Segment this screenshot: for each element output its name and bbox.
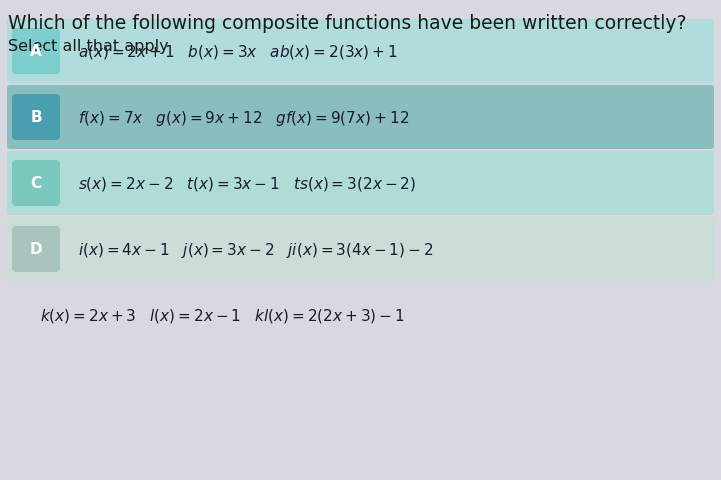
FancyBboxPatch shape — [7, 217, 714, 281]
FancyBboxPatch shape — [12, 95, 60, 141]
FancyBboxPatch shape — [12, 161, 60, 206]
Text: $s(x) = 2x - 2\;$  $t(x) = 3x - 1\;$  $ts(x) = 3(2x - 2)$: $s(x) = 2x - 2\;$ $t(x) = 3x - 1\;$ $ts(… — [78, 175, 416, 192]
Text: $i(x) = 4x - 1\;$  $j(x) = 3x - 2\;$  $ji(x) = 3(4x - 1) - 2$: $i(x) = 4x - 1\;$ $j(x) = 3x - 2\;$ $ji(… — [78, 240, 433, 259]
FancyBboxPatch shape — [12, 29, 60, 75]
Text: A: A — [30, 45, 42, 60]
Text: C: C — [30, 176, 42, 191]
Text: B: B — [30, 110, 42, 125]
FancyBboxPatch shape — [7, 152, 714, 216]
FancyBboxPatch shape — [12, 227, 60, 273]
Text: Which of the following composite functions have been written correctly?: Which of the following composite functio… — [8, 14, 686, 33]
Text: $k(x) = 2x + 3\;$  $l(x) = 2x - 1\;$  $kl(x) = 2(2x + 3) - 1$: $k(x) = 2x + 3\;$ $l(x) = 2x - 1\;$ $kl(… — [40, 306, 404, 324]
FancyBboxPatch shape — [7, 86, 714, 150]
Text: $a(x) = 2x + 1\;$  $b(x) = 3x\;$  $ab(x) = 2(3x) + 1$: $a(x) = 2x + 1\;$ $b(x) = 3x\;$ $ab(x) =… — [78, 43, 398, 61]
Text: Select all that apply: Select all that apply — [8, 39, 169, 54]
Text: D: D — [30, 242, 43, 257]
FancyBboxPatch shape — [7, 20, 714, 84]
Text: $f(x) = 7x\;$  $g(x) = 9x + 12\;$  $gf(x) = 9(7x) + 12$: $f(x) = 7x\;$ $g(x) = 9x + 12\;$ $gf(x) … — [78, 108, 409, 127]
